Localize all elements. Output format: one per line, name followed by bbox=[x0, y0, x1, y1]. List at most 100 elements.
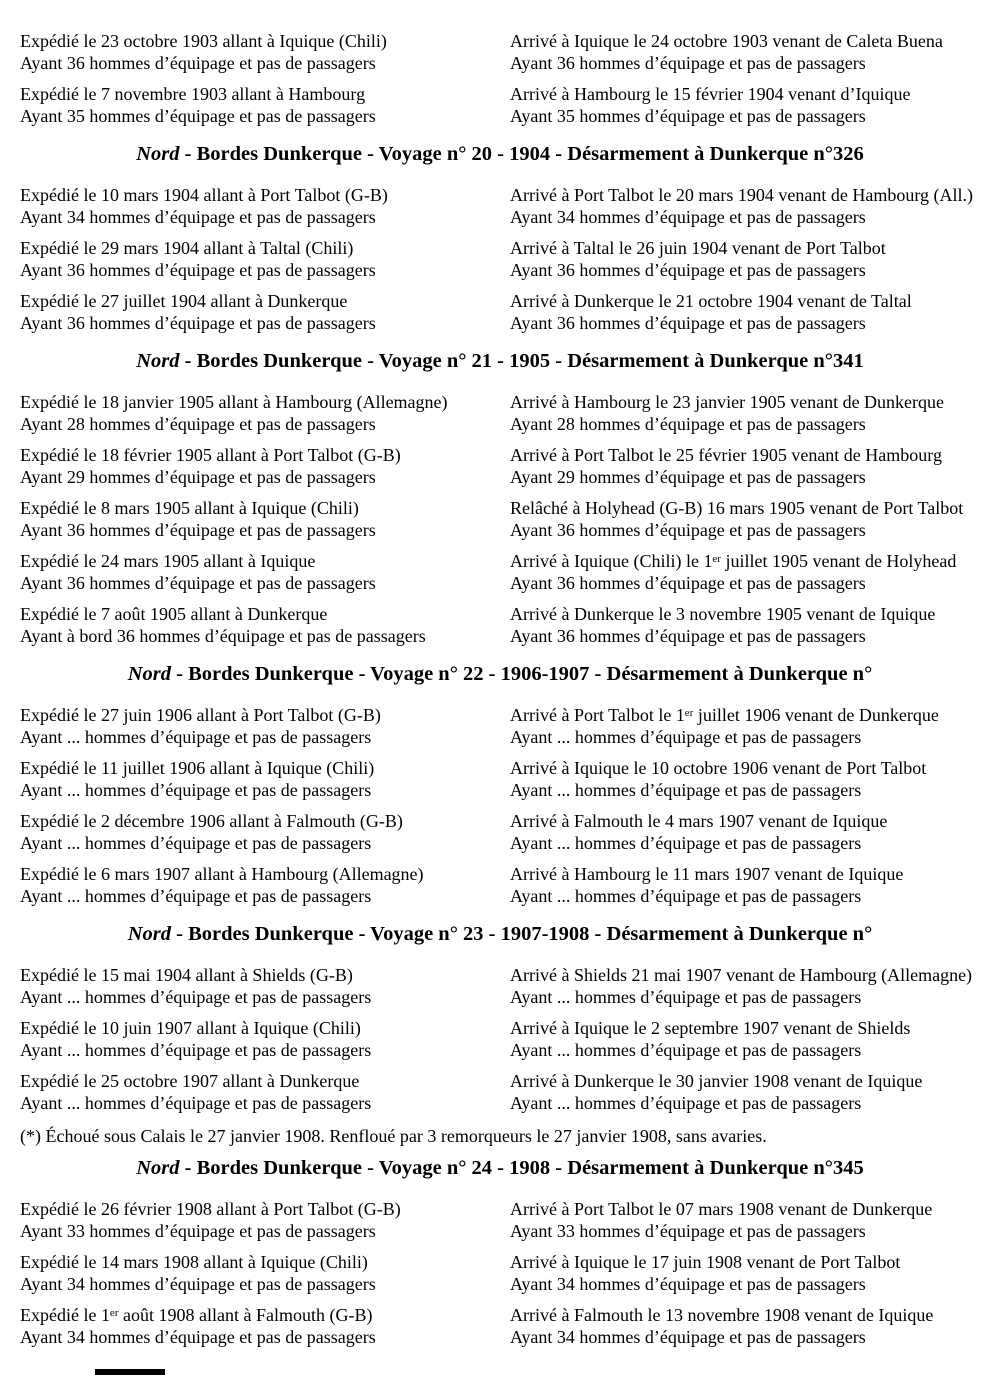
voyage-section-header: Nord - Bordes Dunkerque - Voyage n° 21 -… bbox=[20, 349, 980, 373]
arrival-line: Arrivé à Shields 21 mai 1907 venant de H… bbox=[510, 965, 973, 985]
crew-line: Ayant 36 hommes d’équipage et pas de pas… bbox=[510, 53, 866, 73]
voyage-section: Nord - Bordes Dunkerque - Voyage n° 24 -… bbox=[20, 1156, 980, 1357]
crew-line: Ayant 35 hommes d’équipage et pas de pas… bbox=[20, 106, 376, 126]
departure-line: Expédié le 15 mai 1904 allant à Shields … bbox=[20, 965, 353, 985]
departure-line: Expédié le 10 juin 1907 allant à Iquique… bbox=[20, 1018, 361, 1038]
crew-line: Ayant ... hommes d’équipage et pas de pa… bbox=[510, 886, 862, 906]
arrival-line: Arrivé à Iquique le 24 octobre 1903 vena… bbox=[510, 31, 943, 51]
crew-line: Ayant ... hommes d’équipage et pas de pa… bbox=[20, 1040, 372, 1060]
arrival-entry: Arrivé à Iquique le 17 juin 1908 venant … bbox=[510, 1251, 980, 1295]
crew-line: Ayant ... hommes d’équipage et pas de pa… bbox=[20, 780, 372, 800]
arrival-entry: Arrivé à Port Talbot le 07 mars 1908 ven… bbox=[510, 1198, 980, 1242]
departure-line: Expédié le 2 décembre 1906 allant à Falm… bbox=[20, 811, 403, 831]
arrival-entry: Arrivé à Iquique (Chili) le 1ᵉʳ juillet … bbox=[510, 550, 980, 594]
crew-line: Ayant à bord 36 hommes d’équipage et pas… bbox=[20, 626, 426, 646]
departure-line: Expédié le 11 juillet 1906 allant à Iqui… bbox=[20, 758, 375, 778]
departure-entry: Expédié le 24 mars 1905 allant à Iquique… bbox=[20, 550, 510, 594]
crew-line: Ayant ... hommes d’équipage et pas de pa… bbox=[510, 987, 862, 1007]
voyage-section-header: Nord - Bordes Dunkerque - Voyage n° 23 -… bbox=[20, 922, 980, 946]
departure-line: Expédié le 1ᵉʳ août 1908 allant à Falmou… bbox=[20, 1305, 373, 1325]
crew-line: Ayant ... hommes d’équipage et pas de pa… bbox=[510, 780, 862, 800]
arrival-entry: Arrivé à Iquique le 2 septembre 1907 ven… bbox=[510, 1017, 980, 1061]
crew-line: Ayant 36 hommes d’équipage et pas de pas… bbox=[20, 520, 376, 540]
arrival-line: Arrivé à Port Talbot le 20 mars 1904 ven… bbox=[510, 185, 973, 205]
departure-entry: Expédié le 7 novembre 1903 allant à Hamb… bbox=[20, 83, 510, 127]
arrival-entry: Arrivé à Shields 21 mai 1907 venant de H… bbox=[510, 964, 980, 1008]
crew-line: Ayant ... hommes d’équipage et pas de pa… bbox=[510, 727, 862, 747]
arrival-entry: Arrivé à Iquique le 10 octobre 1906 vena… bbox=[510, 757, 980, 801]
departure-line: Expédié le 29 mars 1904 allant à Taltal … bbox=[20, 238, 354, 258]
arrival-entry: Arrivé à Port Talbot le 25 février 1905 … bbox=[510, 444, 980, 488]
crew-line: Ayant 35 hommes d’équipage et pas de pas… bbox=[510, 106, 866, 126]
crew-line: Ayant 36 hommes d’équipage et pas de pas… bbox=[510, 626, 866, 646]
arrival-entry: Arrivé à Dunkerque le 30 janvier 1908 ve… bbox=[510, 1070, 980, 1114]
voyage-entry-row: Expédié le 7 novembre 1903 allant à Hamb… bbox=[20, 83, 980, 136]
departure-entry: Expédié le 27 juillet 1904 allant à Dunk… bbox=[20, 290, 510, 334]
voyage-section-header: Nord - Bordes Dunkerque - Voyage n° 24 -… bbox=[20, 1156, 980, 1180]
crew-line: Ayant 36 hommes d’équipage et pas de pas… bbox=[510, 260, 866, 280]
departure-entry: Expédié le 14 mars 1908 allant à Iquique… bbox=[20, 1251, 510, 1295]
crew-line: Ayant ... hommes d’équipage et pas de pa… bbox=[20, 727, 372, 747]
voyage-entry-row: Expédié le 27 juin 1906 allant à Port Ta… bbox=[20, 704, 980, 757]
departure-line: Expédié le 7 novembre 1903 allant à Hamb… bbox=[20, 84, 366, 104]
arrival-line: Arrivé à Hambourg le 23 janvier 1905 ven… bbox=[510, 392, 945, 412]
arrival-entry: Arrivé à Hambourg le 11 mars 1907 venant… bbox=[510, 863, 980, 907]
voyage-section: Nord - Bordes Dunkerque - Voyage n° 21 -… bbox=[20, 349, 980, 656]
departure-line: Expédié le 26 février 1908 allant à Port… bbox=[20, 1199, 401, 1219]
crew-line: Ayant ... hommes d’équipage et pas de pa… bbox=[510, 833, 862, 853]
page-bottom-mark bbox=[95, 1369, 165, 1375]
departure-entry: Expédié le 10 mars 1904 allant à Port Ta… bbox=[20, 184, 510, 228]
departure-line: Expédié le 8 mars 1905 allant à Iquique … bbox=[20, 498, 359, 518]
voyage-entry-row: Expédié le 25 octobre 1907 allant à Dunk… bbox=[20, 1070, 980, 1123]
voyage-section-header: Nord - Bordes Dunkerque - Voyage n° 22 -… bbox=[20, 662, 980, 686]
arrival-line: Arrivé à Dunkerque le 30 janvier 1908 ve… bbox=[510, 1071, 923, 1091]
departure-line: Expédié le 6 mars 1907 allant à Hambourg… bbox=[20, 864, 424, 884]
crew-line: Ayant ... hommes d’équipage et pas de pa… bbox=[510, 1093, 862, 1113]
departure-entry: Expédié le 10 juin 1907 allant à Iquique… bbox=[20, 1017, 510, 1061]
departure-entry: Expédié le 6 mars 1907 allant à Hambourg… bbox=[20, 863, 510, 907]
arrival-line: Arrivé à Taltal le 26 juin 1904 venant d… bbox=[510, 238, 886, 258]
crew-line: Ayant 29 hommes d’équipage et pas de pas… bbox=[20, 467, 376, 487]
crew-line: Ayant 33 hommes d’équipage et pas de pas… bbox=[510, 1221, 866, 1241]
crew-line: Ayant ... hommes d’équipage et pas de pa… bbox=[20, 833, 372, 853]
voyage-entry-row: Expédié le 6 mars 1907 allant à Hambourg… bbox=[20, 863, 980, 916]
arrival-line: Arrivé à Falmouth le 4 mars 1907 venant … bbox=[510, 811, 888, 831]
departure-entry: Expédié le 1ᵉʳ août 1908 allant à Falmou… bbox=[20, 1304, 510, 1348]
voyage-entry-row: Expédié le 14 mars 1908 allant à Iquique… bbox=[20, 1251, 980, 1304]
arrival-line: Arrivé à Falmouth le 13 novembre 1908 ve… bbox=[510, 1305, 934, 1325]
departure-entry: Expédié le 2 décembre 1906 allant à Falm… bbox=[20, 810, 510, 854]
voyage-entry-row: Expédié le 15 mai 1904 allant à Shields … bbox=[20, 964, 980, 1017]
voyage-header-details: - Bordes Dunkerque - Voyage n° 24 - 1908… bbox=[179, 1157, 864, 1179]
footnote-line: (*) Échoué sous Calais le 27 janvier 190… bbox=[20, 1126, 767, 1146]
voyage-entry-row: Expédié le 2 décembre 1906 allant à Falm… bbox=[20, 810, 980, 863]
arrival-line: Arrivé à Port Talbot le 25 février 1905 … bbox=[510, 445, 942, 465]
departure-entry: Expédié le 18 janvier 1905 allant à Hamb… bbox=[20, 391, 510, 435]
arrival-entry: Arrivé à Port Talbot le 20 mars 1904 ven… bbox=[510, 184, 980, 228]
voyage-entry-row: Expédié le 26 février 1908 allant à Port… bbox=[20, 1198, 980, 1251]
ship-name: Nord bbox=[127, 923, 172, 945]
crew-line: Ayant 36 hommes d’équipage et pas de pas… bbox=[510, 520, 866, 540]
departure-entry: Expédié le 15 mai 1904 allant à Shields … bbox=[20, 964, 510, 1008]
departure-line: Expédié le 10 mars 1904 allant à Port Ta… bbox=[20, 185, 388, 205]
voyage-entry-row: Expédié le 10 mars 1904 allant à Port Ta… bbox=[20, 184, 980, 237]
voyage-entry-row: Expédié le 18 janvier 1905 allant à Hamb… bbox=[20, 391, 980, 444]
arrival-line: Arrivé à Iquique (Chili) le 1ᵉʳ juillet … bbox=[510, 551, 957, 571]
ship-name: Nord bbox=[136, 143, 180, 165]
crew-line: Ayant ... hommes d’équipage et pas de pa… bbox=[20, 987, 372, 1007]
crew-line: Ayant 36 hommes d’équipage et pas de pas… bbox=[20, 313, 376, 333]
arrival-line: Arrivé à Dunkerque le 3 novembre 1905 ve… bbox=[510, 604, 936, 624]
departure-entry: Expédié le 25 octobre 1907 allant à Dunk… bbox=[20, 1070, 510, 1114]
crew-line: Ayant 36 hommes d’équipage et pas de pas… bbox=[510, 313, 866, 333]
voyage-entry-row: Expédié le 7 août 1905 allant à Dunkerqu… bbox=[20, 603, 980, 656]
voyage-section-header: Nord - Bordes Dunkerque - Voyage n° 20 -… bbox=[20, 142, 980, 166]
arrival-line: Arrivé à Iquique le 2 septembre 1907 ven… bbox=[510, 1018, 911, 1038]
voyage-section: Nord - Bordes Dunkerque - Voyage n° 20 -… bbox=[20, 142, 980, 343]
crew-line: Ayant ... hommes d’équipage et pas de pa… bbox=[20, 1093, 372, 1113]
crew-line: Ayant 34 hommes d’équipage et pas de pas… bbox=[20, 1274, 376, 1294]
arrival-line: Arrivé à Hambourg le 15 février 1904 ven… bbox=[510, 84, 911, 104]
crew-line: Ayant 36 hommes d’équipage et pas de pas… bbox=[20, 53, 376, 73]
voyage-section: Expédié le 23 octobre 1903 allant à Iqui… bbox=[20, 30, 980, 136]
arrival-line: Relâché à Holyhead (G-B) 16 mars 1905 ve… bbox=[510, 498, 964, 518]
voyage-section: Nord - Bordes Dunkerque - Voyage n° 22 -… bbox=[20, 662, 980, 916]
